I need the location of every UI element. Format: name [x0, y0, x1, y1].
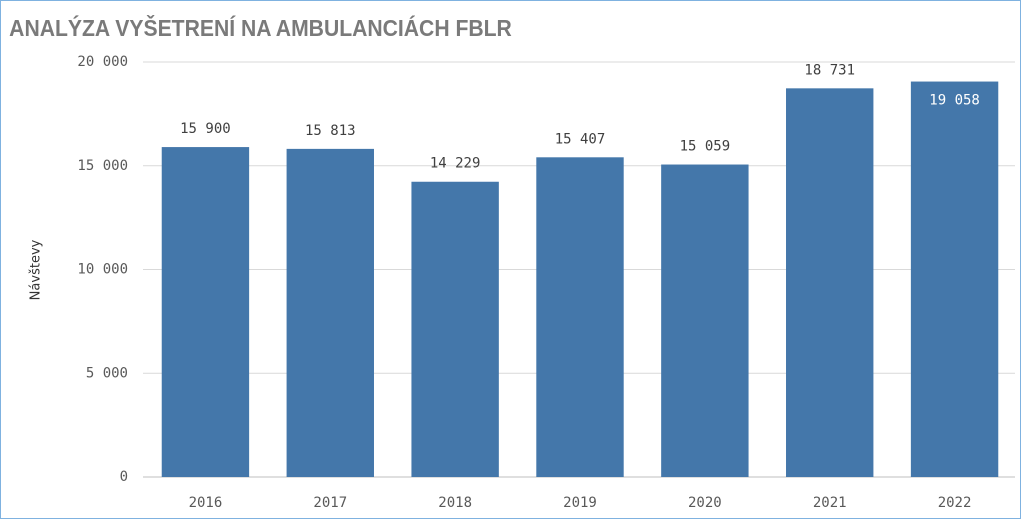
x-tick-label: 2018 [438, 495, 472, 511]
bar [411, 181, 499, 478]
y-axis-label: Návštevy [29, 239, 44, 300]
y-tick-label: 15 000 [77, 158, 128, 174]
value-label: 19 058 [929, 93, 980, 109]
x-tick-label: 2019 [563, 495, 597, 511]
y-tick-label: 5 000 [86, 365, 128, 381]
x-tick-label: 2017 [313, 495, 347, 511]
bar [661, 164, 749, 477]
value-label: 18 731 [804, 62, 855, 78]
value-label: 15 813 [305, 123, 356, 139]
x-tick-label: 2016 [189, 495, 223, 511]
chart-title: ANALÝZA VYŠETRENÍ NA AMBULANCIÁCH FBLR [9, 15, 512, 41]
value-label: 14 229 [430, 156, 481, 172]
bar [910, 81, 999, 477]
y-tick-label: 10 000 [77, 262, 128, 278]
bar [286, 148, 374, 477]
x-tick-label: 2022 [938, 495, 972, 511]
bar [161, 147, 250, 477]
value-label: 15 059 [680, 139, 731, 155]
bar [786, 88, 874, 477]
y-tick-label: 0 [120, 469, 128, 485]
value-label: 15 407 [555, 131, 606, 147]
x-tick-label: 2020 [688, 495, 722, 511]
x-tick-label: 2021 [813, 495, 847, 511]
bar [536, 157, 624, 477]
value-label: 15 900 [180, 121, 231, 137]
y-tick-label: 20 000 [77, 54, 128, 70]
